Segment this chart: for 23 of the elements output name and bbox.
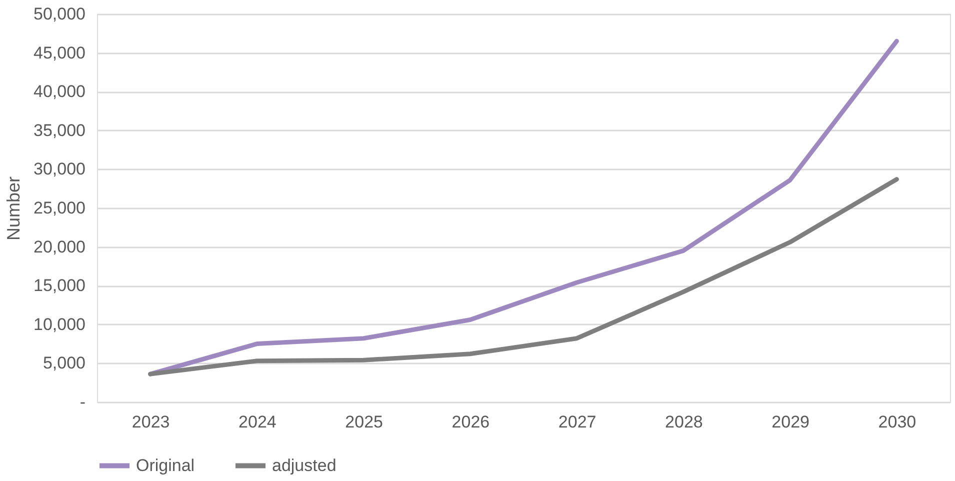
x-tick-label: 2028	[665, 412, 703, 432]
y-tick-label: 30,000	[34, 160, 86, 179]
y-tick-label: 15,000	[34, 276, 86, 296]
x-tick-label: 2026	[452, 412, 490, 432]
y-tick-label: 5,000	[42, 354, 86, 373]
x-tick-label: 2030	[878, 412, 916, 432]
x-tick-label: 2029	[772, 412, 810, 432]
y-tick-label: -	[80, 392, 86, 412]
y-tick-label: 45,000	[34, 43, 86, 62]
line-series	[148, 177, 899, 376]
y-tick-label: 10,000	[34, 314, 86, 334]
x-tick-label: 2024	[238, 412, 276, 432]
x-tick-label: 2023	[132, 412, 170, 432]
legend-label: adjusted	[272, 456, 336, 475]
x-tick-label: 2027	[558, 412, 596, 432]
y-tick-label: 20,000	[34, 237, 86, 256]
x-tick-label: 2025	[345, 412, 383, 432]
y-axis-title: Number	[4, 176, 24, 241]
legend-label: Original	[136, 456, 195, 475]
y-tick-label: 40,000	[34, 82, 86, 102]
y-tick-label: 25,000	[34, 198, 86, 218]
y-tick-label: 35,000	[34, 120, 86, 140]
y-tick-label: 50,000	[34, 4, 86, 24]
